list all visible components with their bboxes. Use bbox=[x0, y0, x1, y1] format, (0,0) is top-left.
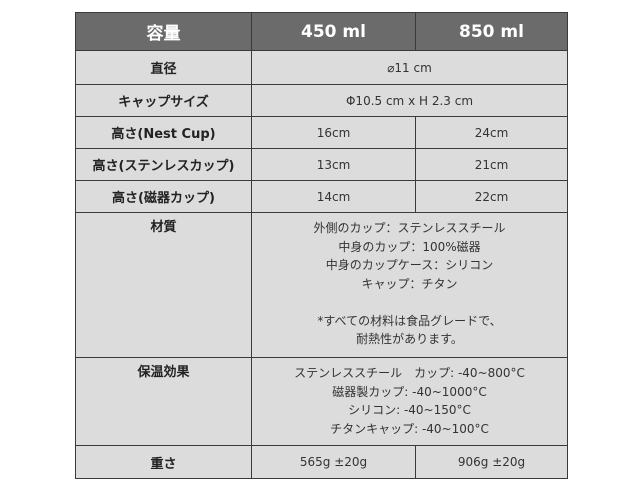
text-line: 中身のカップケース：シリコン bbox=[325, 258, 494, 272]
row-label: 材質 bbox=[75, 212, 252, 358]
value-850: 906g ±20g bbox=[415, 445, 568, 479]
text-line bbox=[252, 293, 567, 312]
header-850ml: 850 ml bbox=[415, 12, 568, 51]
value-850: 21cm bbox=[415, 148, 568, 181]
heat-lines: ステンレススチール カップ: -40~800°C 磁器製カップ: -40~100… bbox=[251, 357, 568, 446]
header-capacity: 容量 bbox=[75, 12, 252, 51]
text-line: 耐熱性があります。 bbox=[356, 332, 463, 346]
table-row: 高さ(ステンレスカップ) 13cm 21cm bbox=[75, 148, 568, 181]
row-label: 高さ(磁器カップ) bbox=[75, 180, 252, 213]
header-450ml: 450 ml bbox=[251, 12, 416, 51]
table-row: 高さ(磁器カップ) 14cm 22cm bbox=[75, 180, 568, 213]
value-450: 13cm bbox=[251, 148, 416, 181]
row-label: 保温効果 bbox=[75, 357, 252, 446]
value-850: 24cm bbox=[415, 116, 568, 149]
table-row: キャップサイズ Φ10.5 cm x H 2.3 cm bbox=[75, 84, 568, 117]
text-line: 磁器製カップ: -40~1000°C bbox=[332, 384, 487, 399]
text-line: 外側のカップ：ステンレススチール bbox=[313, 221, 506, 235]
text-line: チタンキャップ: -40~100°C bbox=[330, 421, 489, 436]
table-row: 材質 外側のカップ：ステンレススチール 中身のカップ：100%磁器 中身のカップ… bbox=[75, 212, 568, 358]
row-label: 高さ(Nest Cup) bbox=[75, 116, 252, 149]
row-label: 高さ(ステンレスカップ) bbox=[75, 148, 252, 181]
table-row: 重さ 565g ±20g 906g ±20g bbox=[75, 445, 568, 479]
table-row: 高さ(Nest Cup) 16cm 24cm bbox=[75, 116, 568, 149]
value-850: 22cm bbox=[415, 180, 568, 213]
row-value: Φ10.5 cm x H 2.3 cm bbox=[251, 84, 568, 117]
text-line: *すべての材料は食品グレードで、 bbox=[317, 313, 502, 328]
table-row: 直径 ⌀11 cm bbox=[75, 50, 568, 85]
header-row: 容量 450 ml 850 ml bbox=[75, 12, 568, 51]
value-450: 14cm bbox=[251, 180, 416, 213]
row-label: 直径 bbox=[75, 50, 252, 85]
spec-table: 容量 450 ml 850 ml 直径 ⌀11 cm キャップサイズ Φ10.5… bbox=[75, 12, 568, 479]
row-label: キャップサイズ bbox=[75, 84, 252, 117]
text-line: シリコン: -40~150°C bbox=[348, 403, 471, 417]
text-line: 中身のカップ：100%磁器 bbox=[338, 239, 481, 254]
row-label: 重さ bbox=[75, 445, 252, 479]
value-450: 565g ±20g bbox=[251, 445, 416, 479]
text-line: ステンレススチール カップ: -40~800°C bbox=[294, 366, 525, 380]
value-450: 16cm bbox=[251, 116, 416, 149]
table-row: 保温効果 ステンレススチール カップ: -40~800°C 磁器製カップ: -4… bbox=[75, 357, 568, 446]
text-line: キャップ：チタン bbox=[361, 276, 458, 291]
material-lines: 外側のカップ：ステンレススチール 中身のカップ：100%磁器 中身のカップケース… bbox=[251, 212, 568, 358]
row-value: ⌀11 cm bbox=[251, 50, 568, 85]
